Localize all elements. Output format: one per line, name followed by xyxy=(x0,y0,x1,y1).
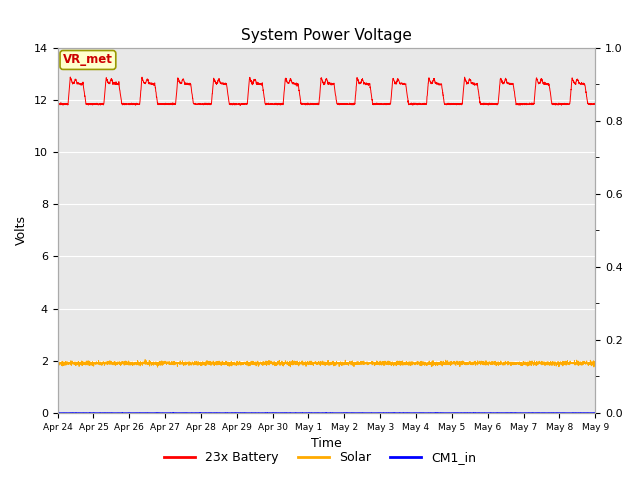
Legend: 23x Battery, Solar, CM1_in: 23x Battery, Solar, CM1_in xyxy=(159,446,481,469)
Text: VR_met: VR_met xyxy=(63,53,113,66)
X-axis label: Time: Time xyxy=(311,437,342,450)
Title: System Power Voltage: System Power Voltage xyxy=(241,28,412,43)
Y-axis label: Volts: Volts xyxy=(15,216,28,245)
